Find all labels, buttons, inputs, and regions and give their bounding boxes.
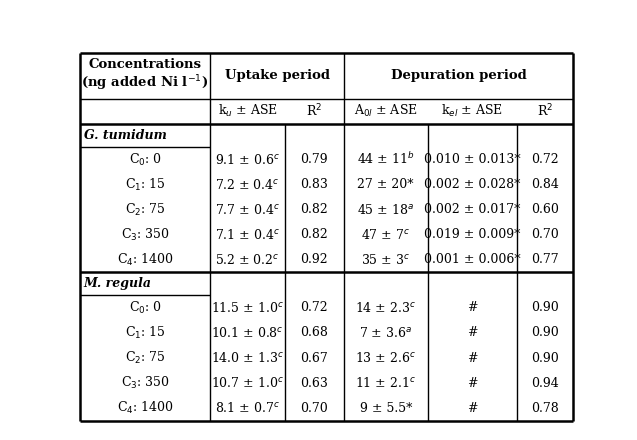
- Text: 0.90: 0.90: [531, 301, 559, 315]
- Text: 0.72: 0.72: [531, 153, 559, 166]
- Text: C$_3$: 350: C$_3$: 350: [120, 227, 169, 243]
- Text: 9.1 ± 0.6$^c$: 9.1 ± 0.6$^c$: [215, 153, 280, 166]
- Text: 0.79: 0.79: [300, 153, 328, 166]
- Text: k$_u$ ± ASE: k$_u$ ± ASE: [218, 103, 277, 119]
- Text: 0.002 ± 0.028*: 0.002 ± 0.028*: [424, 178, 520, 191]
- Text: G. tumidum: G. tumidum: [83, 129, 166, 142]
- Text: 0.83: 0.83: [300, 178, 328, 191]
- Text: C$_1$: 15: C$_1$: 15: [125, 325, 166, 341]
- Text: 0.90: 0.90: [531, 352, 559, 365]
- Text: 0.70: 0.70: [300, 402, 328, 415]
- Text: C$_0$: 0: C$_0$: 0: [129, 300, 162, 316]
- Text: 10.7 ± 1.0$^c$: 10.7 ± 1.0$^c$: [211, 376, 284, 390]
- Text: 11 ± 2.1$^c$: 11 ± 2.1$^c$: [355, 376, 416, 390]
- Text: 7.1 ± 0.4$^c$: 7.1 ± 0.4$^c$: [215, 228, 280, 242]
- Text: 10.1 ± 0.8$^c$: 10.1 ± 0.8$^c$: [211, 326, 283, 340]
- Text: C$_2$: 75: C$_2$: 75: [125, 202, 166, 218]
- Text: #: #: [467, 301, 477, 315]
- Text: 44 ± 11$^b$: 44 ± 11$^b$: [357, 151, 415, 168]
- Text: 0.60: 0.60: [531, 203, 559, 216]
- Text: 14 ± 2.3$^c$: 14 ± 2.3$^c$: [355, 301, 416, 315]
- Text: 35 ± 3$^c$: 35 ± 3$^c$: [361, 253, 410, 267]
- Text: 0.82: 0.82: [300, 228, 328, 241]
- Text: 13 ± 2.6$^c$: 13 ± 2.6$^c$: [355, 351, 416, 365]
- Text: C$_4$: 1400: C$_4$: 1400: [117, 400, 173, 416]
- Text: #: #: [467, 402, 477, 415]
- Text: 0.92: 0.92: [300, 253, 328, 266]
- Text: 7 ± 3.6$^a$: 7 ± 3.6$^a$: [359, 326, 412, 340]
- Text: R$^2$: R$^2$: [306, 103, 322, 120]
- Text: 9 ± 5.5*: 9 ± 5.5*: [359, 402, 412, 415]
- Text: 0.001 ± 0.006*: 0.001 ± 0.006*: [424, 253, 520, 266]
- Text: 5.2 ± 0.2$^c$: 5.2 ± 0.2$^c$: [215, 253, 280, 267]
- Text: 0.68: 0.68: [300, 326, 328, 340]
- Text: 11.5 ± 1.0$^c$: 11.5 ± 1.0$^c$: [211, 301, 284, 315]
- Text: 27 ± 20*: 27 ± 20*: [357, 178, 414, 191]
- Text: M. regula: M. regula: [83, 277, 152, 290]
- Text: C$_1$: 15: C$_1$: 15: [125, 176, 166, 193]
- Text: 0.002 ± 0.017*: 0.002 ± 0.017*: [424, 203, 520, 216]
- Text: Uptake period: Uptake period: [225, 69, 329, 82]
- Text: 0.67: 0.67: [300, 352, 328, 365]
- Text: #: #: [467, 352, 477, 365]
- Text: 0.019 ± 0.009*: 0.019 ± 0.009*: [424, 228, 520, 241]
- Text: Depuration period: Depuration period: [390, 69, 526, 82]
- Text: 0.77: 0.77: [531, 253, 559, 266]
- Text: C$_4$: 1400: C$_4$: 1400: [117, 252, 173, 268]
- Text: 0.82: 0.82: [300, 203, 328, 216]
- Text: 7.7 ± 0.4$^c$: 7.7 ± 0.4$^c$: [215, 203, 280, 216]
- Text: 47 ± 7$^c$: 47 ± 7$^c$: [361, 228, 410, 242]
- Text: 0.94: 0.94: [531, 377, 559, 390]
- Text: 0.90: 0.90: [531, 326, 559, 340]
- Text: Concentrations
(ng added Ni l$^{-1}$): Concentrations (ng added Ni l$^{-1}$): [82, 58, 208, 93]
- Text: R$^2$: R$^2$: [537, 103, 553, 120]
- Text: 8.1 ± 0.7$^c$: 8.1 ± 0.7$^c$: [215, 401, 280, 415]
- Text: 0.63: 0.63: [300, 377, 328, 390]
- Text: 0.78: 0.78: [531, 402, 559, 415]
- Text: 45 ± 18$^a$: 45 ± 18$^a$: [357, 203, 414, 216]
- Text: C$_0$: 0: C$_0$: 0: [129, 151, 162, 168]
- Text: 14.0 ± 1.3$^c$: 14.0 ± 1.3$^c$: [211, 351, 284, 365]
- Text: k$_{el}$ ± ASE: k$_{el}$ ± ASE: [441, 103, 503, 119]
- Text: C$_3$: 350: C$_3$: 350: [120, 375, 169, 391]
- Text: #: #: [467, 326, 477, 340]
- Text: 0.72: 0.72: [300, 301, 328, 315]
- Text: A$_{0l}$ ± ASE: A$_{0l}$ ± ASE: [354, 103, 418, 119]
- Text: C$_2$: 75: C$_2$: 75: [125, 350, 166, 366]
- Text: #: #: [467, 377, 477, 390]
- Text: 7.2 ± 0.4$^c$: 7.2 ± 0.4$^c$: [215, 178, 280, 191]
- Text: 0.010 ± 0.013*: 0.010 ± 0.013*: [424, 153, 520, 166]
- Text: 0.70: 0.70: [531, 228, 559, 241]
- Text: 0.84: 0.84: [531, 178, 559, 191]
